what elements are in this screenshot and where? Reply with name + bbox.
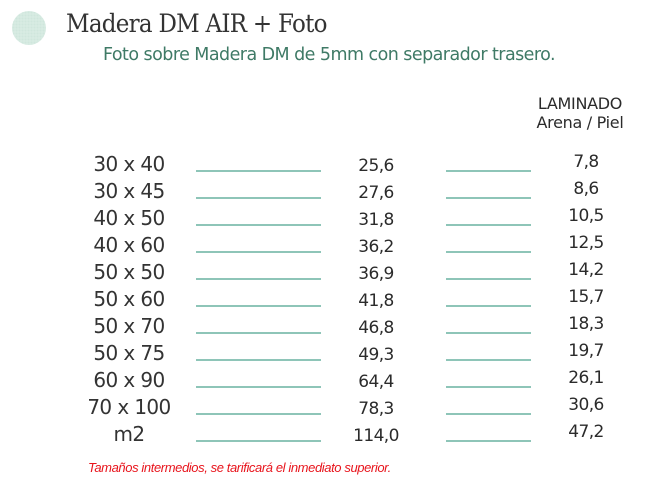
laminado-value: 7,8 (573, 152, 599, 172)
table-row: 50 x 50 36,9 14,2 (0, 260, 650, 287)
leader-line (196, 278, 321, 280)
leader-line (446, 332, 531, 334)
price-value: 27,6 (358, 183, 394, 203)
size-label: m2 (113, 422, 145, 446)
table-row: 50 x 60 41,8 15,7 (0, 287, 650, 314)
leader-line (196, 197, 321, 199)
page-subtitle: Foto sobre Madera DM de 5mm con separado… (103, 45, 556, 65)
leader-line (446, 170, 531, 172)
leader-line (446, 197, 531, 199)
leader-line (446, 359, 531, 361)
leader-line (196, 359, 321, 361)
leader-line (196, 386, 321, 388)
column-header-line1: LAMINADO (537, 94, 623, 113)
size-label: 50 x 50 (93, 260, 165, 284)
table-row: 70 x 100 78,3 30,6 (0, 395, 650, 422)
table-row: 60 x 90 64,4 26,1 (0, 368, 650, 395)
table-row: 50 x 75 49,3 19,7 (0, 341, 650, 368)
laminado-value: 47,2 (568, 422, 604, 442)
leader-line (446, 440, 531, 442)
laminado-value: 30,6 (568, 395, 604, 415)
leader-line (196, 332, 321, 334)
size-label: 70 x 100 (87, 395, 171, 419)
footnote: Tamaños intermedios, se tarificará el in… (88, 460, 391, 475)
size-label: 50 x 60 (93, 287, 165, 311)
laminado-value: 8,6 (573, 179, 599, 199)
table-row: 30 x 40 25,6 7,8 (0, 152, 650, 179)
price-value: 49,3 (358, 345, 394, 365)
laminado-value: 18,3 (568, 314, 604, 334)
price-value: 114,0 (353, 426, 399, 446)
price-value: 25,6 (358, 156, 394, 176)
laminado-value: 26,1 (568, 368, 604, 388)
price-value: 78,3 (358, 399, 394, 419)
laminado-value: 19,7 (568, 341, 604, 361)
leader-line (196, 440, 321, 442)
laminado-value: 15,7 (568, 287, 604, 307)
size-label: 30 x 40 (93, 152, 165, 176)
price-value: 36,9 (358, 264, 394, 284)
table-row: 40 x 60 36,2 12,5 (0, 233, 650, 260)
laminado-value: 14,2 (568, 260, 604, 280)
size-label: 40 x 50 (93, 206, 165, 230)
table-row: 40 x 50 31,8 10,5 (0, 206, 650, 233)
leader-line (446, 386, 531, 388)
leader-line (196, 413, 321, 415)
price-value: 31,8 (358, 210, 394, 230)
size-label: 50 x 70 (93, 314, 165, 338)
leader-line (446, 278, 531, 280)
page-title: Madera DM AIR + Foto (66, 9, 327, 38)
size-label: 30 x 45 (93, 179, 165, 203)
price-value: 41,8 (358, 291, 394, 311)
laminado-column-header: LAMINADO Arena / Piel (500, 94, 650, 132)
table-row: 50 x 70 46,8 18,3 (0, 314, 650, 341)
size-label: 50 x 75 (93, 341, 165, 365)
laminado-value: 10,5 (568, 206, 604, 226)
column-header-line2: Arena / Piel (536, 113, 624, 132)
leader-line (446, 305, 531, 307)
leader-line (446, 224, 531, 226)
size-label: 40 x 60 (93, 233, 165, 257)
price-value: 64,4 (358, 372, 394, 392)
leader-line (446, 413, 531, 415)
size-label: 60 x 90 (93, 368, 165, 392)
leader-line (446, 251, 531, 253)
table-row: m2 114,0 47,2 (0, 422, 650, 449)
table-row: 30 x 45 27,6 8,6 (0, 179, 650, 206)
laminado-value: 12,5 (568, 233, 604, 253)
price-value: 36,2 (358, 237, 394, 257)
leader-line (196, 305, 321, 307)
leader-line (196, 170, 321, 172)
leader-line (196, 251, 321, 253)
leader-line (196, 224, 321, 226)
price-value: 46,8 (358, 318, 394, 338)
circle-logo-icon (12, 11, 46, 45)
